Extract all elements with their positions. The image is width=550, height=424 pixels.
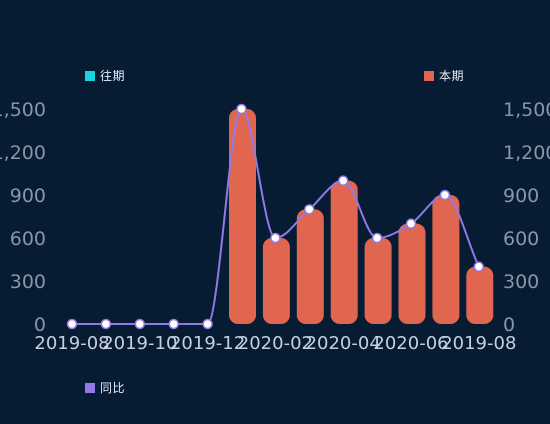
line-point bbox=[337, 175, 349, 186]
legend-swatch-yoy bbox=[85, 383, 95, 393]
bar bbox=[398, 223, 426, 324]
y-left-tick-label: 1,200 bbox=[0, 142, 46, 164]
y-left-tick-label: 900 bbox=[10, 185, 46, 207]
x-tick-label: 2020-04 bbox=[306, 333, 381, 354]
bar bbox=[330, 180, 358, 324]
bar bbox=[466, 266, 494, 324]
line-point bbox=[236, 103, 247, 115]
bar bbox=[229, 109, 256, 324]
line-point bbox=[134, 318, 146, 330]
x-tick-label: 2019-08 bbox=[441, 333, 516, 354]
y-axis-right: 0 300 600 900 1,200 1,500 bbox=[503, 99, 550, 336]
y-right-tick-label: 300 bbox=[503, 271, 539, 293]
line-point bbox=[304, 204, 315, 215]
x-tick-label: 2020-02 bbox=[238, 333, 313, 354]
line-point bbox=[66, 318, 78, 330]
line-point bbox=[371, 232, 383, 244]
legend-item-previous[interactable]: 往期 bbox=[85, 70, 125, 82]
line-point bbox=[270, 232, 281, 244]
x-tick-label: 2019-10 bbox=[102, 333, 177, 354]
line-point bbox=[405, 218, 417, 229]
bar-series-current bbox=[229, 109, 494, 324]
line-point bbox=[439, 189, 451, 201]
x-axis: 2019-082019-102019-122020-022020-042020-… bbox=[34, 333, 516, 354]
y-right-tick-label: 900 bbox=[503, 185, 539, 207]
line-point bbox=[100, 318, 112, 330]
line-point bbox=[202, 318, 213, 330]
y-axis-left: 0 300 600 900 1,200 1,500 bbox=[0, 99, 46, 336]
line-point bbox=[168, 318, 179, 330]
bar bbox=[296, 209, 324, 324]
y-left-tick-label: 0 bbox=[34, 314, 46, 336]
x-tick-label: 2020-06 bbox=[373, 333, 448, 354]
line-series-yoy bbox=[66, 103, 485, 330]
x-tick-label: 2019-08 bbox=[34, 333, 109, 354]
bar bbox=[432, 195, 460, 324]
y-left-tick-label: 600 bbox=[10, 228, 46, 250]
y-right-tick-label: 1,200 bbox=[503, 142, 550, 164]
legend-label-yoy: 同比 bbox=[100, 381, 126, 395]
y-right-tick-label: 0 bbox=[503, 314, 515, 336]
legend-label-current: 本期 bbox=[439, 69, 465, 83]
legend-item-current[interactable]: 本期 bbox=[424, 70, 464, 82]
line-point bbox=[473, 261, 485, 272]
y-left-tick-label: 1,500 bbox=[0, 99, 46, 121]
legend-label-previous: 往期 bbox=[100, 69, 126, 83]
legend-swatch-previous bbox=[85, 71, 95, 81]
x-tick-label: 2019-12 bbox=[170, 333, 245, 354]
bar bbox=[262, 238, 290, 324]
y-right-tick-label: 600 bbox=[503, 228, 539, 250]
bar bbox=[364, 238, 392, 324]
legend-swatch-current bbox=[424, 71, 434, 81]
legend-item-yoy[interactable]: 同比 bbox=[85, 382, 125, 394]
y-left-tick-label: 300 bbox=[10, 271, 46, 293]
y-right-tick-label: 1,500 bbox=[503, 99, 550, 121]
